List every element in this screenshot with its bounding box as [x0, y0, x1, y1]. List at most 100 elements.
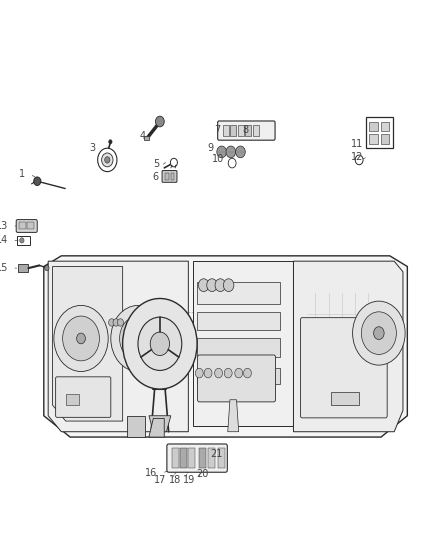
Text: 17: 17 — [154, 475, 166, 484]
Text: 5: 5 — [153, 159, 159, 169]
FancyBboxPatch shape — [198, 355, 276, 402]
Circle shape — [155, 116, 164, 127]
Polygon shape — [149, 418, 164, 437]
Text: 6: 6 — [152, 172, 159, 182]
Circle shape — [150, 332, 170, 356]
Text: 9: 9 — [208, 143, 214, 153]
Circle shape — [45, 265, 49, 271]
Circle shape — [63, 316, 99, 361]
Circle shape — [198, 279, 209, 292]
Circle shape — [228, 158, 236, 168]
FancyBboxPatch shape — [381, 134, 389, 144]
Circle shape — [223, 279, 234, 292]
FancyBboxPatch shape — [253, 125, 259, 136]
Circle shape — [224, 368, 232, 378]
FancyBboxPatch shape — [167, 444, 227, 472]
Circle shape — [215, 368, 223, 378]
FancyBboxPatch shape — [16, 220, 37, 232]
FancyBboxPatch shape — [381, 122, 389, 131]
Circle shape — [20, 238, 24, 243]
Circle shape — [207, 279, 217, 292]
FancyBboxPatch shape — [180, 448, 187, 468]
FancyBboxPatch shape — [27, 222, 34, 229]
Polygon shape — [193, 261, 293, 426]
FancyBboxPatch shape — [369, 122, 378, 131]
FancyBboxPatch shape — [66, 394, 79, 405]
Circle shape — [109, 140, 112, 144]
FancyBboxPatch shape — [366, 117, 393, 148]
Circle shape — [217, 146, 226, 158]
Polygon shape — [44, 256, 407, 437]
FancyBboxPatch shape — [245, 125, 251, 136]
Polygon shape — [149, 416, 171, 432]
FancyBboxPatch shape — [230, 125, 236, 136]
Circle shape — [226, 146, 236, 158]
Text: 20: 20 — [196, 470, 208, 479]
FancyBboxPatch shape — [197, 338, 280, 357]
Circle shape — [353, 301, 405, 365]
Text: 13: 13 — [0, 221, 8, 231]
Text: 18: 18 — [169, 475, 181, 484]
FancyBboxPatch shape — [199, 448, 206, 468]
Circle shape — [361, 312, 396, 354]
Circle shape — [138, 317, 182, 370]
FancyBboxPatch shape — [197, 282, 280, 304]
Circle shape — [244, 368, 251, 378]
FancyBboxPatch shape — [197, 368, 280, 384]
FancyBboxPatch shape — [238, 125, 244, 136]
Circle shape — [170, 158, 177, 167]
Text: 1: 1 — [19, 169, 25, 179]
Text: 3: 3 — [89, 143, 95, 153]
Circle shape — [204, 368, 212, 378]
Text: 7: 7 — [214, 125, 220, 135]
FancyBboxPatch shape — [331, 392, 359, 405]
Circle shape — [105, 157, 110, 163]
FancyBboxPatch shape — [300, 318, 387, 418]
Circle shape — [102, 153, 113, 167]
Circle shape — [195, 368, 203, 378]
Circle shape — [117, 319, 124, 326]
Circle shape — [109, 319, 115, 326]
Text: 21: 21 — [210, 449, 223, 459]
Text: 12: 12 — [351, 152, 364, 161]
FancyBboxPatch shape — [223, 125, 229, 136]
Circle shape — [236, 146, 245, 158]
FancyBboxPatch shape — [56, 377, 111, 417]
Circle shape — [215, 279, 226, 292]
FancyBboxPatch shape — [171, 173, 174, 180]
Polygon shape — [127, 416, 145, 437]
Text: 4: 4 — [140, 131, 146, 141]
Circle shape — [54, 305, 108, 372]
Polygon shape — [293, 261, 403, 432]
Circle shape — [374, 327, 384, 340]
Circle shape — [111, 305, 165, 372]
Circle shape — [77, 333, 85, 344]
FancyBboxPatch shape — [19, 222, 26, 229]
Polygon shape — [48, 261, 188, 432]
Text: 15: 15 — [0, 263, 8, 273]
Circle shape — [113, 319, 119, 326]
Polygon shape — [53, 266, 123, 421]
FancyBboxPatch shape — [18, 264, 28, 272]
Text: 10: 10 — [212, 154, 225, 164]
Text: 14: 14 — [0, 236, 8, 245]
FancyBboxPatch shape — [369, 134, 378, 144]
Text: 19: 19 — [183, 475, 195, 484]
Text: 16: 16 — [145, 469, 158, 478]
Circle shape — [355, 155, 363, 165]
Circle shape — [120, 316, 156, 361]
FancyBboxPatch shape — [162, 171, 177, 182]
FancyBboxPatch shape — [165, 173, 169, 180]
Circle shape — [235, 368, 243, 378]
FancyBboxPatch shape — [172, 448, 179, 468]
FancyBboxPatch shape — [197, 312, 280, 330]
FancyBboxPatch shape — [218, 121, 275, 140]
FancyBboxPatch shape — [17, 236, 30, 245]
FancyBboxPatch shape — [144, 136, 149, 140]
FancyBboxPatch shape — [208, 448, 215, 468]
Circle shape — [123, 298, 197, 389]
Circle shape — [34, 177, 41, 185]
FancyBboxPatch shape — [188, 448, 195, 468]
Polygon shape — [228, 400, 239, 432]
Text: 8: 8 — [242, 125, 248, 135]
